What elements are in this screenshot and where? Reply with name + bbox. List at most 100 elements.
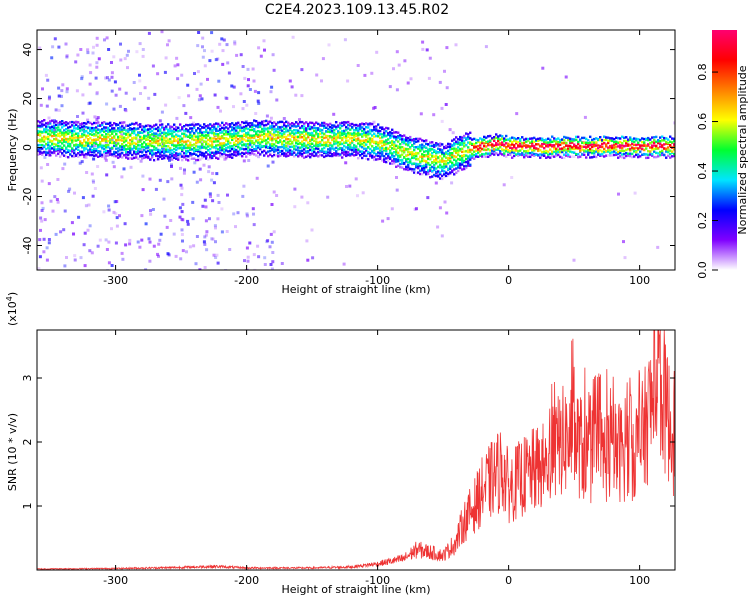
spectrogram-cell (79, 150, 82, 153)
spectrogram-cell (317, 122, 320, 126)
spectrogram-cell (41, 147, 44, 150)
spectrogram-cell (203, 154, 206, 158)
spectrogram-cell (421, 146, 424, 149)
spectrogram-cell (315, 121, 318, 124)
spectrogram-cell (461, 154, 464, 158)
spectrogram-cell (255, 130, 258, 134)
spectrogram-cell (497, 140, 500, 143)
spectrogram-cell (79, 142, 82, 145)
spectrogram-cell (107, 130, 110, 133)
spectrogram-cell (125, 139, 128, 142)
spectrogram-cell (665, 142, 668, 145)
spectrogram-cell (179, 143, 182, 147)
spectrogram-cell (321, 143, 324, 147)
spectrogram-cell (433, 159, 436, 162)
spectrogram-cell (232, 212, 236, 216)
spectrogram-cell (541, 150, 544, 154)
spectrogram-cell (277, 127, 280, 131)
spectrogram-cell (277, 136, 280, 139)
spectrogram-cell (535, 138, 538, 141)
spectrogram-y-tick-label: 40 (21, 43, 34, 57)
spectrogram-cell (357, 129, 360, 132)
spectrogram-cell (607, 146, 610, 149)
snr-y-tick-label: 3 (21, 375, 34, 382)
spectrogram-cell (657, 139, 660, 142)
spectrogram-cell (163, 126, 166, 130)
spectrogram-cell (491, 145, 494, 148)
spectrogram-cell (475, 149, 478, 152)
spectrogram-cell (109, 149, 112, 153)
spectrogram-cell (331, 131, 334, 134)
spectrogram-cell (220, 230, 224, 234)
spectrogram-cell (191, 144, 194, 147)
spectrogram-cell (99, 154, 102, 158)
spectrogram-cell (123, 57, 127, 61)
spectrogram-cell (525, 150, 528, 153)
spectrogram-cell (445, 174, 448, 178)
spectrogram-cell (111, 160, 115, 164)
spectrogram-cell (645, 156, 648, 160)
spectrogram-cell (55, 154, 58, 157)
spectrogram-cell (223, 152, 226, 155)
spectrogram-cell (265, 119, 268, 123)
spectrogram-cell (319, 149, 322, 153)
spectrogram-cell (81, 146, 84, 149)
spectrogram-cell (175, 154, 178, 157)
spectrogram-cell (427, 161, 430, 165)
spectrogram-cell (75, 120, 78, 124)
spectrogram-cell (257, 255, 261, 259)
spectrogram-cell (419, 164, 422, 168)
spectrogram-cell (95, 65, 99, 69)
spectrogram-cell (275, 128, 278, 131)
spectrogram-cell (91, 179, 95, 183)
spectrogram-cell (391, 143, 394, 146)
spectrogram-cell (461, 141, 464, 144)
spectrogram-cell (193, 143, 196, 146)
spectrogram-cell (311, 154, 314, 157)
spectrogram-cell (133, 150, 136, 153)
spectrogram-cell (203, 145, 206, 149)
spectrogram-cell (505, 145, 508, 149)
spectrogram-cell (231, 138, 234, 141)
spectrogram-cell (555, 138, 558, 141)
spectrogram-cell (665, 156, 668, 159)
spectrogram-cell (217, 148, 220, 151)
spectrogram-cell (197, 145, 200, 148)
spectrogram-cell (561, 147, 564, 150)
spectrogram-cell (91, 194, 95, 198)
spectrogram-cell (617, 192, 620, 196)
spectrogram-cell (385, 148, 388, 151)
spectrogram-cell (339, 146, 342, 150)
spectrogram-cell (451, 147, 454, 150)
spectrogram-cell (187, 129, 190, 132)
spectrogram-cell (269, 232, 273, 236)
spectrogram-cell (105, 36, 109, 40)
spectrogram-cell (231, 122, 234, 125)
spectrogram-cell (163, 70, 167, 74)
spectrogram-cell (237, 121, 240, 124)
spectrogram-cell (379, 149, 382, 152)
spectrogram-cell (401, 166, 404, 169)
spectrogram-cell (297, 139, 300, 143)
spectrogram-cell (257, 101, 261, 105)
spectrogram-cell (381, 154, 384, 157)
spectrogram-cell (607, 148, 610, 152)
spectrogram-cell (293, 138, 296, 142)
spectrogram-cell (111, 136, 114, 139)
spectrogram-cell (587, 151, 590, 154)
spectrogram-cell (268, 245, 272, 249)
spectrogram-cell (435, 170, 438, 174)
spectrogram-cell (163, 139, 166, 142)
spectrogram-cell (83, 144, 86, 147)
spectrogram-cell (388, 85, 392, 89)
spectrogram-cell (138, 138, 142, 142)
spectrogram-cell (107, 126, 110, 130)
spectrogram-cell (247, 131, 250, 134)
spectrogram-cell (413, 168, 416, 171)
spectrogram-cell (44, 73, 48, 77)
spectrogram-cell (225, 149, 228, 152)
spectrogram-cell (197, 132, 200, 135)
spectrogram-cell (229, 149, 232, 153)
spectrogram-cell (577, 140, 580, 144)
spectrogram-cell (57, 139, 60, 142)
